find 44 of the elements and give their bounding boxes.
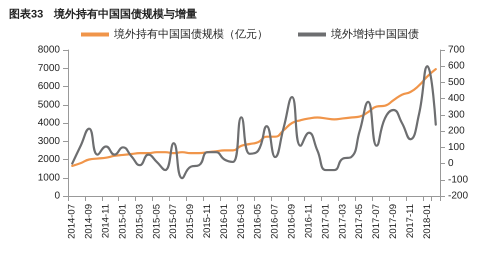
x-tick-label: 2017-07: [371, 204, 382, 239]
x-tick-label: 2017-03: [337, 204, 348, 239]
legend-label: 境外增持中国国债: [330, 28, 419, 40]
y-tick-label: 0: [54, 190, 60, 202]
x-tick-label: 2016-11: [303, 204, 314, 238]
y2-tick-label: 200: [448, 126, 466, 137]
y2-tick-label: 500: [448, 76, 466, 88]
y-tick-label: 4000: [38, 118, 60, 128]
x-tick-label: 2015-07: [168, 204, 180, 239]
y2-tick-label: 0: [448, 158, 454, 170]
x-tick-label: 2016-05: [252, 204, 264, 239]
y2-tick-label: -100: [448, 174, 468, 186]
x-tick-label: 2015-03: [134, 204, 146, 239]
y-tick-label: 7000: [38, 62, 60, 74]
x-tick-label: 2015-01: [117, 204, 128, 239]
y-tick-label: 1000: [38, 172, 60, 184]
y-tick-label: 6000: [38, 81, 60, 92]
y2-tick-label: -200: [448, 190, 468, 202]
x-tick-label: 2016-09: [286, 204, 298, 239]
x-tick-label: 2015-11: [202, 204, 213, 238]
y2-tick-label: 400: [448, 93, 466, 104]
x-tick-label: 2017-05: [354, 204, 366, 239]
x-tick-label: 2017-01: [320, 204, 332, 239]
x-tick-label: 2016-03: [236, 204, 247, 239]
y-tick-label: 2000: [38, 154, 60, 165]
x-tick-label: 2014-07: [66, 204, 78, 239]
y2-tick-label: 100: [448, 142, 466, 153]
y-tick-label: 8000: [38, 44, 60, 56]
x-tick-label: 2014-11: [100, 204, 112, 238]
x-tick-label: 2016-07: [270, 204, 281, 239]
y2-tick-label: 700: [448, 44, 466, 56]
x-tick-label: 2015-05: [151, 204, 162, 239]
x-tick-label: 2016-01: [218, 204, 230, 239]
legend-label: 境外持有中国国债规模（亿元）: [113, 28, 268, 40]
y2-tick-label: 600: [448, 60, 466, 72]
x-tick-label: 2015-09: [185, 204, 196, 239]
y-tick-label: 3000: [38, 136, 60, 147]
x-tick-label: 2018-01: [422, 204, 433, 239]
x-tick-label: 2014-09: [84, 204, 95, 239]
y2-tick-label: 300: [448, 109, 466, 120]
x-tick-label: 2017-09: [388, 204, 399, 239]
y-tick-label: 5000: [38, 99, 60, 110]
x-tick-label: 2017-11: [404, 204, 416, 238]
chart-title: 图表33 境外持有中国国债规模与增量: [9, 8, 198, 20]
